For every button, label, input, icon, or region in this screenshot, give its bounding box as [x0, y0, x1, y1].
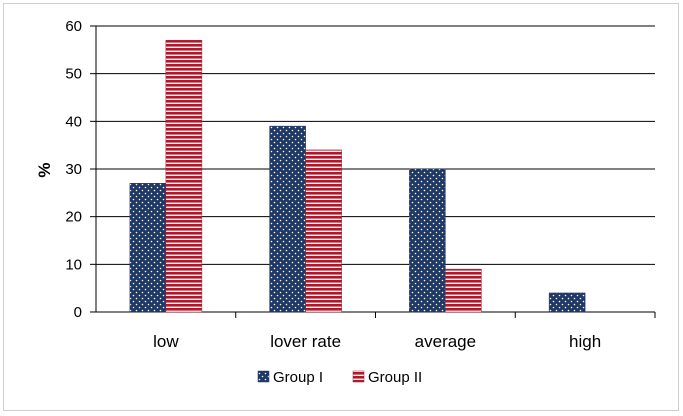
legend-swatch — [352, 370, 365, 383]
bars — [129, 40, 586, 313]
x-category-label: average — [415, 332, 476, 351]
y-tick-label: 50 — [65, 66, 82, 83]
y-tick-label: 40 — [65, 113, 82, 130]
y-tick-label: 20 — [65, 209, 82, 226]
y-tick-label: 0 — [74, 304, 82, 321]
bar-group-ii-average — [445, 268, 482, 313]
axis-labels: 0 10 20 30 40 50 60 low lover rate average high — [65, 18, 601, 351]
bar-group-ii-low — [165, 40, 203, 313]
bar-group-i-lover-rate — [269, 125, 306, 313]
y-tick-label: 60 — [65, 18, 82, 35]
y-tick-label: 10 — [65, 256, 82, 273]
y-axis-title: % — [35, 162, 54, 177]
bar-group-i-low — [129, 183, 167, 313]
legend-swatch — [257, 370, 270, 383]
legend-label: Group I — [273, 369, 323, 386]
x-category-label: lover rate — [270, 332, 341, 351]
x-category-label: high — [569, 332, 601, 351]
legend-label: Group II — [368, 369, 422, 386]
legend: Group I Group II — [257, 369, 422, 386]
bar-group-i-high — [548, 292, 586, 313]
y-tick-label: 30 — [65, 161, 82, 178]
bar-group-ii-lover-rate — [305, 149, 342, 313]
bar-group-i-average — [409, 168, 446, 313]
x-category-label: low — [153, 332, 179, 351]
